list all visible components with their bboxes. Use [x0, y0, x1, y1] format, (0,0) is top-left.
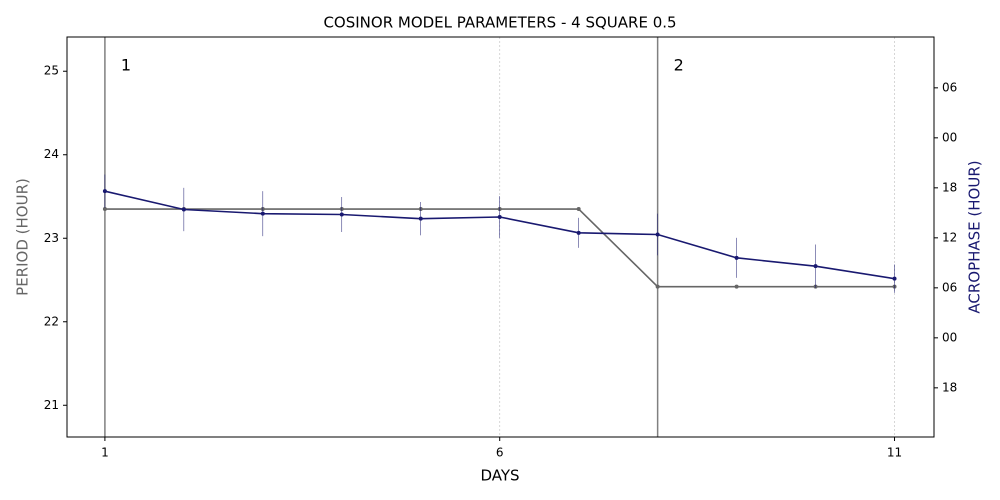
- y2-axis-label: ACROPHASE (HOUR): [966, 160, 984, 313]
- point: [418, 216, 423, 221]
- point: [260, 211, 265, 216]
- point: [734, 255, 739, 260]
- x-tick-label: 6: [496, 446, 504, 460]
- y-tick-label: 25: [44, 64, 59, 78]
- y2-tick-label: 18: [942, 180, 957, 194]
- y-tick-label: 23: [44, 231, 59, 245]
- marker-label: 2: [674, 56, 684, 75]
- marker-label: 1: [121, 56, 131, 75]
- point: [102, 207, 107, 212]
- y2-tick-label: 06: [942, 80, 957, 94]
- point: [813, 264, 818, 269]
- y-tick-label: 21: [44, 398, 59, 412]
- point: [497, 215, 502, 219]
- x-tick-label: 11: [887, 446, 902, 460]
- point: [892, 276, 897, 281]
- y-tick-label: 24: [44, 147, 59, 161]
- chart-title: COSINOR MODEL PARAMETERS - 4 SQUARE 0.5: [323, 14, 676, 32]
- y2-tick-label: 00: [942, 330, 957, 344]
- point: [102, 189, 107, 194]
- point: [576, 230, 581, 235]
- point: [339, 212, 344, 217]
- plot-frame: [66, 36, 935, 438]
- y-tick-label: 22: [44, 314, 59, 328]
- y2-tick-label: 06: [942, 280, 957, 294]
- y2-tick-label: 12: [942, 230, 957, 244]
- x-axis-label: DAYS: [480, 467, 519, 485]
- y2-tick-label: 00: [942, 130, 957, 144]
- point: [576, 207, 581, 212]
- point: [655, 232, 660, 237]
- point: [734, 284, 739, 289]
- y2-tick-label: 18: [942, 380, 957, 394]
- x-tick-label: 1: [101, 446, 109, 460]
- y-axis-label: PERIOD (HOUR): [14, 178, 32, 296]
- point: [655, 284, 660, 289]
- point: [181, 207, 186, 212]
